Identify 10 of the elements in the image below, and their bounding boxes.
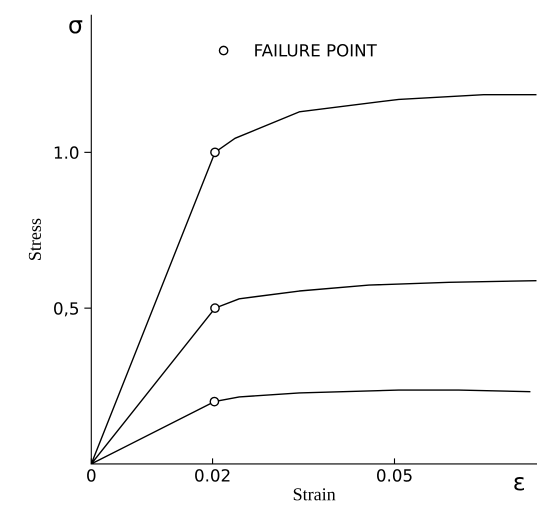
x-tick-label: 0.05 xyxy=(377,469,412,482)
x-axis-title: Strain xyxy=(294,488,336,500)
legend-label: FAILURE POINT xyxy=(255,44,377,57)
y-tick-label: 0,5 xyxy=(54,302,78,316)
text: ε xyxy=(514,476,524,491)
x-tick-label: 0 xyxy=(87,469,96,482)
x-tick-label: 0.02 xyxy=(195,469,230,482)
y-tick-label: 1.0 xyxy=(54,146,78,159)
y-axis-title: Stress xyxy=(28,218,41,260)
text: σ xyxy=(69,20,82,34)
